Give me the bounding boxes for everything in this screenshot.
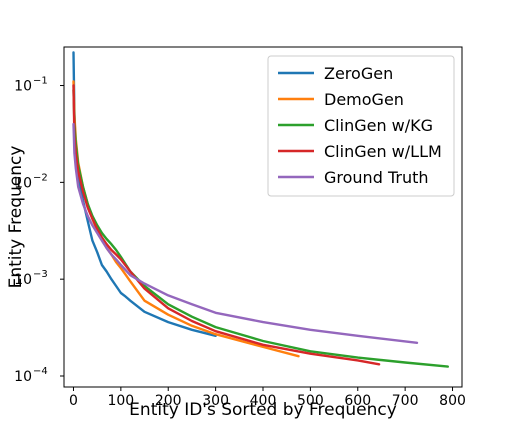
- x-tick-label: 700: [392, 393, 419, 409]
- x-axis-label: Entity ID's Sorted by Frequency: [129, 400, 397, 420]
- y-tick-exponent: −3: [33, 269, 48, 280]
- x-tick-label: 600: [344, 393, 371, 409]
- legend-label-4: Ground Truth: [324, 168, 429, 187]
- legend-box: [267, 55, 455, 197]
- x-tick-label: 0: [69, 393, 78, 409]
- series-line-3: [72, 84, 381, 366]
- y-axis-label: Entity Frequency: [6, 146, 26, 289]
- y-axis-ticks: 10−110−210−310−4: [14, 76, 64, 385]
- y-tick-exponent: −1: [33, 76, 48, 87]
- series-layer: [72, 51, 449, 368]
- y-tick-label: 10: [14, 79, 32, 95]
- x-axis-ticks: 0 100 200 300 400 500 600 700 800: [69, 387, 466, 409]
- y-tick-exponent: −2: [33, 172, 48, 183]
- x-tick-label: 800: [439, 393, 466, 409]
- x-tick-label: 400: [250, 393, 277, 409]
- x-tick-label: 100: [107, 393, 134, 409]
- x-tick-label: 300: [202, 393, 229, 409]
- legend-label-3: ClinGen w/LLM: [324, 142, 442, 161]
- y-tick-label: 10: [14, 369, 32, 385]
- series-line-4: [72, 122, 419, 344]
- y-tick-label: 10: [14, 272, 32, 288]
- legend-label-1: DemoGen: [324, 90, 404, 109]
- legend-label-2: ClinGen w/KG: [324, 116, 433, 135]
- legend-label-0: ZeroGen: [324, 64, 393, 83]
- series-line-2: [72, 88, 449, 368]
- y-tick-label: 10: [14, 175, 32, 191]
- y-tick-exponent: −4: [33, 366, 48, 377]
- legend: ZeroGen DemoGen ClinGen w/KG ClinGen w/LLM G…: [267, 55, 455, 197]
- x-tick-label: 200: [155, 393, 182, 409]
- x-tick-label: 500: [297, 393, 324, 409]
